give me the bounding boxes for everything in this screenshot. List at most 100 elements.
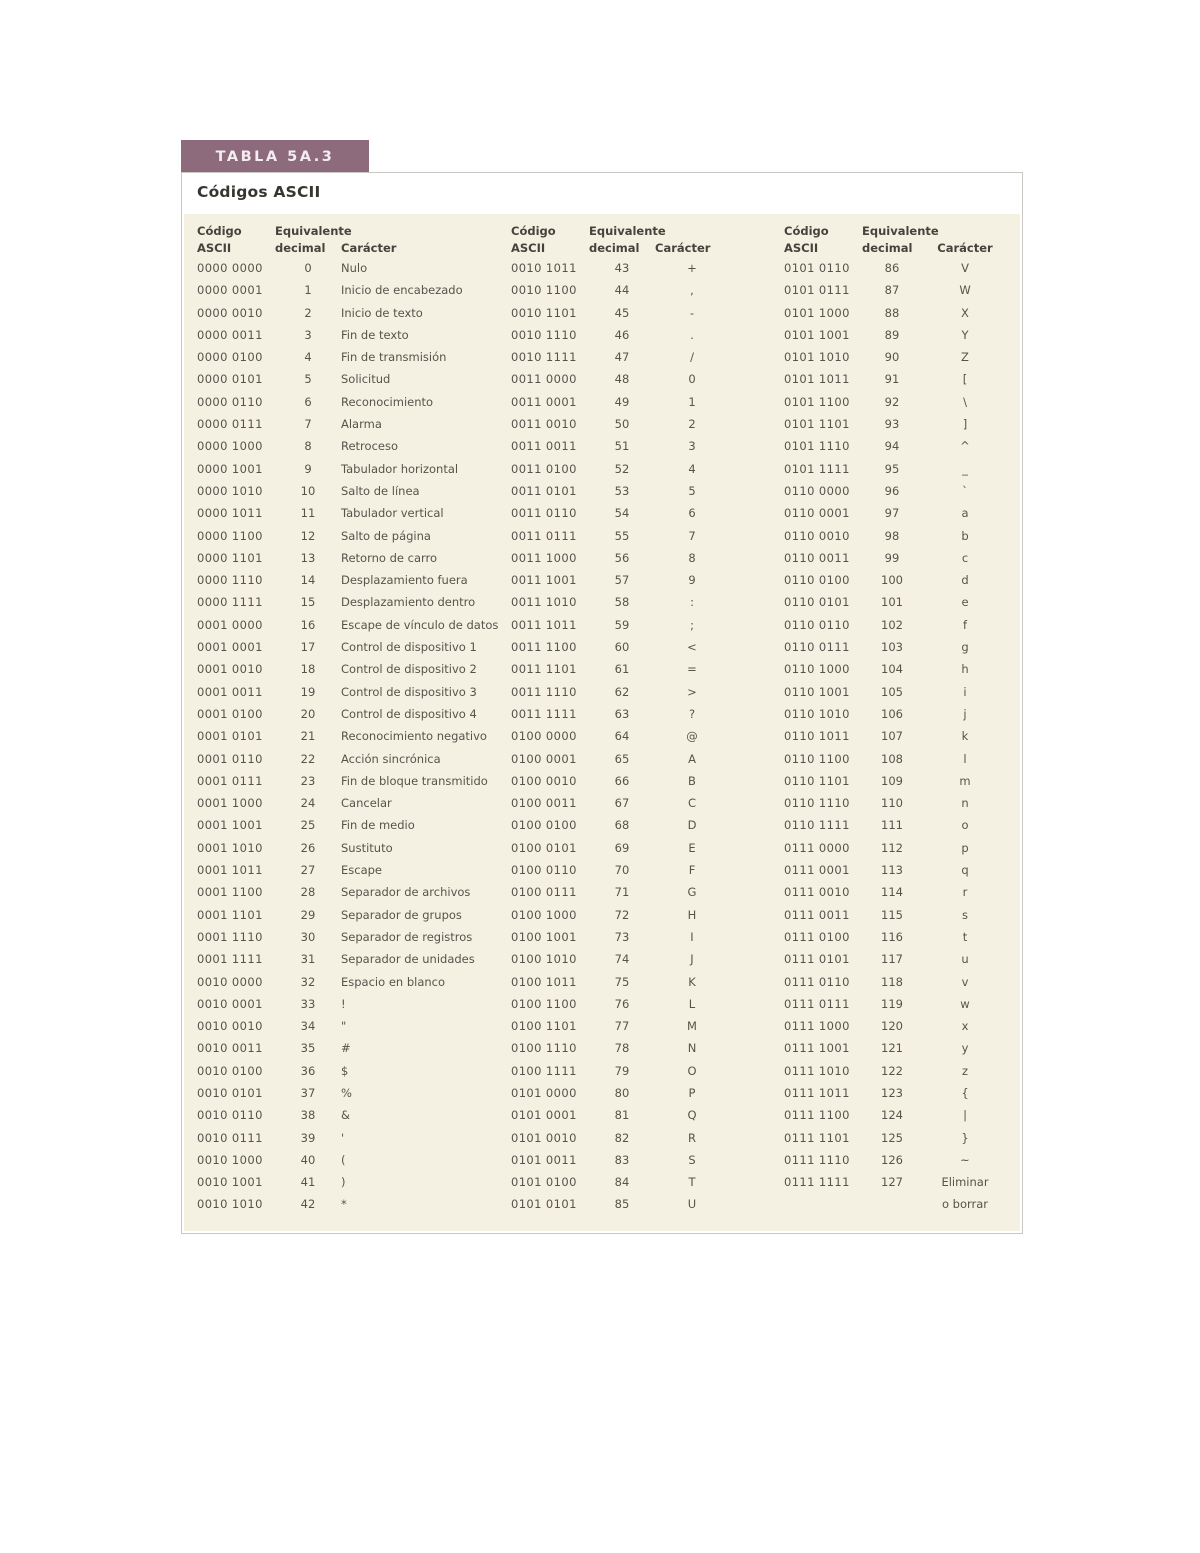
character-cell: v xyxy=(961,974,969,989)
character-cell: 7 xyxy=(688,528,696,543)
decimal-cell: 58 xyxy=(614,595,630,610)
decimal-cell: 93 xyxy=(884,417,900,432)
code-cell: 0100 0010 xyxy=(511,773,577,788)
character-cell: h xyxy=(961,662,969,677)
code-cell: 0011 1010 xyxy=(511,595,577,610)
code-cell: 0010 1110 xyxy=(511,327,577,342)
table-row: 0110 0001 97 a xyxy=(784,502,1008,524)
decimal-cell: 50 xyxy=(614,417,630,432)
column-header-decimal: decimal xyxy=(862,241,913,255)
table-row: 0111 0010 114 r xyxy=(784,881,1008,903)
code-cell: 0010 1101 xyxy=(511,305,577,320)
character-cell: * xyxy=(341,1197,347,1212)
table-row: 0011 1001 57 9 xyxy=(511,569,729,591)
table-row: 0001 1111 31 Separador de unidades xyxy=(197,948,511,970)
character-cell: p xyxy=(961,840,969,855)
table-row: 0101 1101 93] xyxy=(784,413,1008,435)
decimal-cell: 33 xyxy=(300,996,316,1011)
code-cell: 0011 0001 xyxy=(511,394,577,409)
code-cell: 0110 1011 xyxy=(784,729,850,744)
column-header-code: Código xyxy=(784,224,829,238)
decimal-cell: 122 xyxy=(881,1063,903,1078)
character-cell: Retroceso xyxy=(341,439,398,454)
table-row: 0010 1111 47 / xyxy=(511,346,729,368)
decimal-cell: 102 xyxy=(881,617,903,632)
character-cell: < xyxy=(687,640,697,655)
code-cell: 0110 0011 xyxy=(784,550,850,565)
table-row: 0111 1000 120 x xyxy=(784,1015,1008,1037)
character-cell: w xyxy=(960,996,970,1011)
code-cell: 0111 1110 xyxy=(784,1152,850,1167)
code-cell: 0001 0100 xyxy=(197,706,263,721)
table-row: 0000 0100 4 Fin de transmisión xyxy=(197,346,511,368)
table-row: 0011 1011 59; xyxy=(511,614,729,636)
code-cell: 0110 1111 xyxy=(784,818,850,833)
decimal-cell: 63 xyxy=(614,706,630,721)
decimal-cell: 20 xyxy=(300,706,316,721)
character-cell: 2 xyxy=(688,417,696,432)
character-cell: Separador de registros xyxy=(341,929,473,944)
table-row: 0001 1101 29 Separador de grupos xyxy=(197,904,511,926)
decimal-cell: 95 xyxy=(884,461,900,476)
character-cell: W xyxy=(959,283,971,298)
character-cell: N xyxy=(687,1041,697,1056)
code-cell: 0001 0111 xyxy=(197,773,263,788)
table-row: 0101 0100 84 T xyxy=(511,1171,729,1193)
table-row: 0000 1010 10 Salto de línea xyxy=(197,480,511,502)
code-cell: 0011 0110 xyxy=(511,506,577,521)
character-cell: [ xyxy=(962,372,968,387)
code-cell: 0010 0010 xyxy=(197,1019,263,1034)
decimal-cell: 39 xyxy=(300,1130,316,1145)
decimal-cell: 4 xyxy=(304,350,312,365)
column-header-code: Código xyxy=(511,224,556,238)
table-row: 0011 0010 50 2 xyxy=(511,413,729,435)
character-cell: K xyxy=(688,974,696,989)
column-header-decimal: Equivalente xyxy=(862,224,939,238)
decimal-cell: 10 xyxy=(300,483,316,498)
table-row: 0100 1011 75 K xyxy=(511,971,729,993)
code-cell: 0101 0010 xyxy=(511,1130,577,1145)
code-cell: 0100 0100 xyxy=(511,818,577,833)
table-row: 0111 0011 115 s xyxy=(784,904,1008,926)
table-row: 0001 0100 20 Control de dispositivo 4 xyxy=(197,703,511,725)
table-row: 0110 1100 108 l xyxy=(784,748,1008,770)
character-cell: y xyxy=(961,1041,969,1056)
character-cell: e xyxy=(961,595,969,610)
decimal-cell: 116 xyxy=(881,929,903,944)
code-cell: 0110 0100 xyxy=(784,573,850,588)
decimal-cell: 26 xyxy=(300,840,316,855)
table-row: 0101 1001 89 Y xyxy=(784,324,1008,346)
table-row: 0100 0010 66 B xyxy=(511,770,729,792)
table-row: 0010 1101 45 - xyxy=(511,302,729,324)
code-cell: 0101 0110 xyxy=(784,261,850,275)
character-cell: n xyxy=(961,796,969,811)
decimal-cell: 105 xyxy=(881,684,903,699)
table-row: 0111 0111 119 w xyxy=(784,993,1008,1015)
decimal-cell: 30 xyxy=(300,929,316,944)
table-row: 0000 0101 5 Solicitud xyxy=(197,368,511,390)
code-cell: 0000 0100 xyxy=(197,350,263,365)
table-row: 0110 1101 109 m xyxy=(784,770,1008,792)
code-cell: 0101 0000 xyxy=(511,1085,577,1100)
table-row: 0100 0101 69 E xyxy=(511,837,729,859)
code-cell: 0011 0101 xyxy=(511,483,577,498)
decimal-cell: 87 xyxy=(884,283,900,298)
decimal-cell: 25 xyxy=(300,818,316,833)
decimal-cell: 78 xyxy=(614,1041,630,1056)
table-row: 0011 0011 51 3 xyxy=(511,435,729,457)
table-row: 0111 0000 112 p xyxy=(784,837,1008,859)
code-cell: 0101 1110 xyxy=(784,439,850,454)
code-cell: 0011 0111 xyxy=(511,528,577,543)
code-cell: 0110 1110 xyxy=(784,796,850,811)
decimal-cell: 52 xyxy=(614,461,630,476)
character-cell: 1 xyxy=(688,394,696,409)
code-cell: 0010 1111 xyxy=(511,350,577,365)
code-cell: 0100 0011 xyxy=(511,796,577,811)
table-row: 0000 0110 6 Reconocimiento xyxy=(197,391,511,413)
decimal-cell: 106 xyxy=(881,706,903,721)
decimal-cell: 23 xyxy=(300,773,316,788)
decimal-cell: 120 xyxy=(881,1019,903,1034)
table-row: 0110 0110 102 f xyxy=(784,614,1008,636)
decimal-cell: 9 xyxy=(304,461,312,476)
character-cell: ; xyxy=(690,617,694,632)
